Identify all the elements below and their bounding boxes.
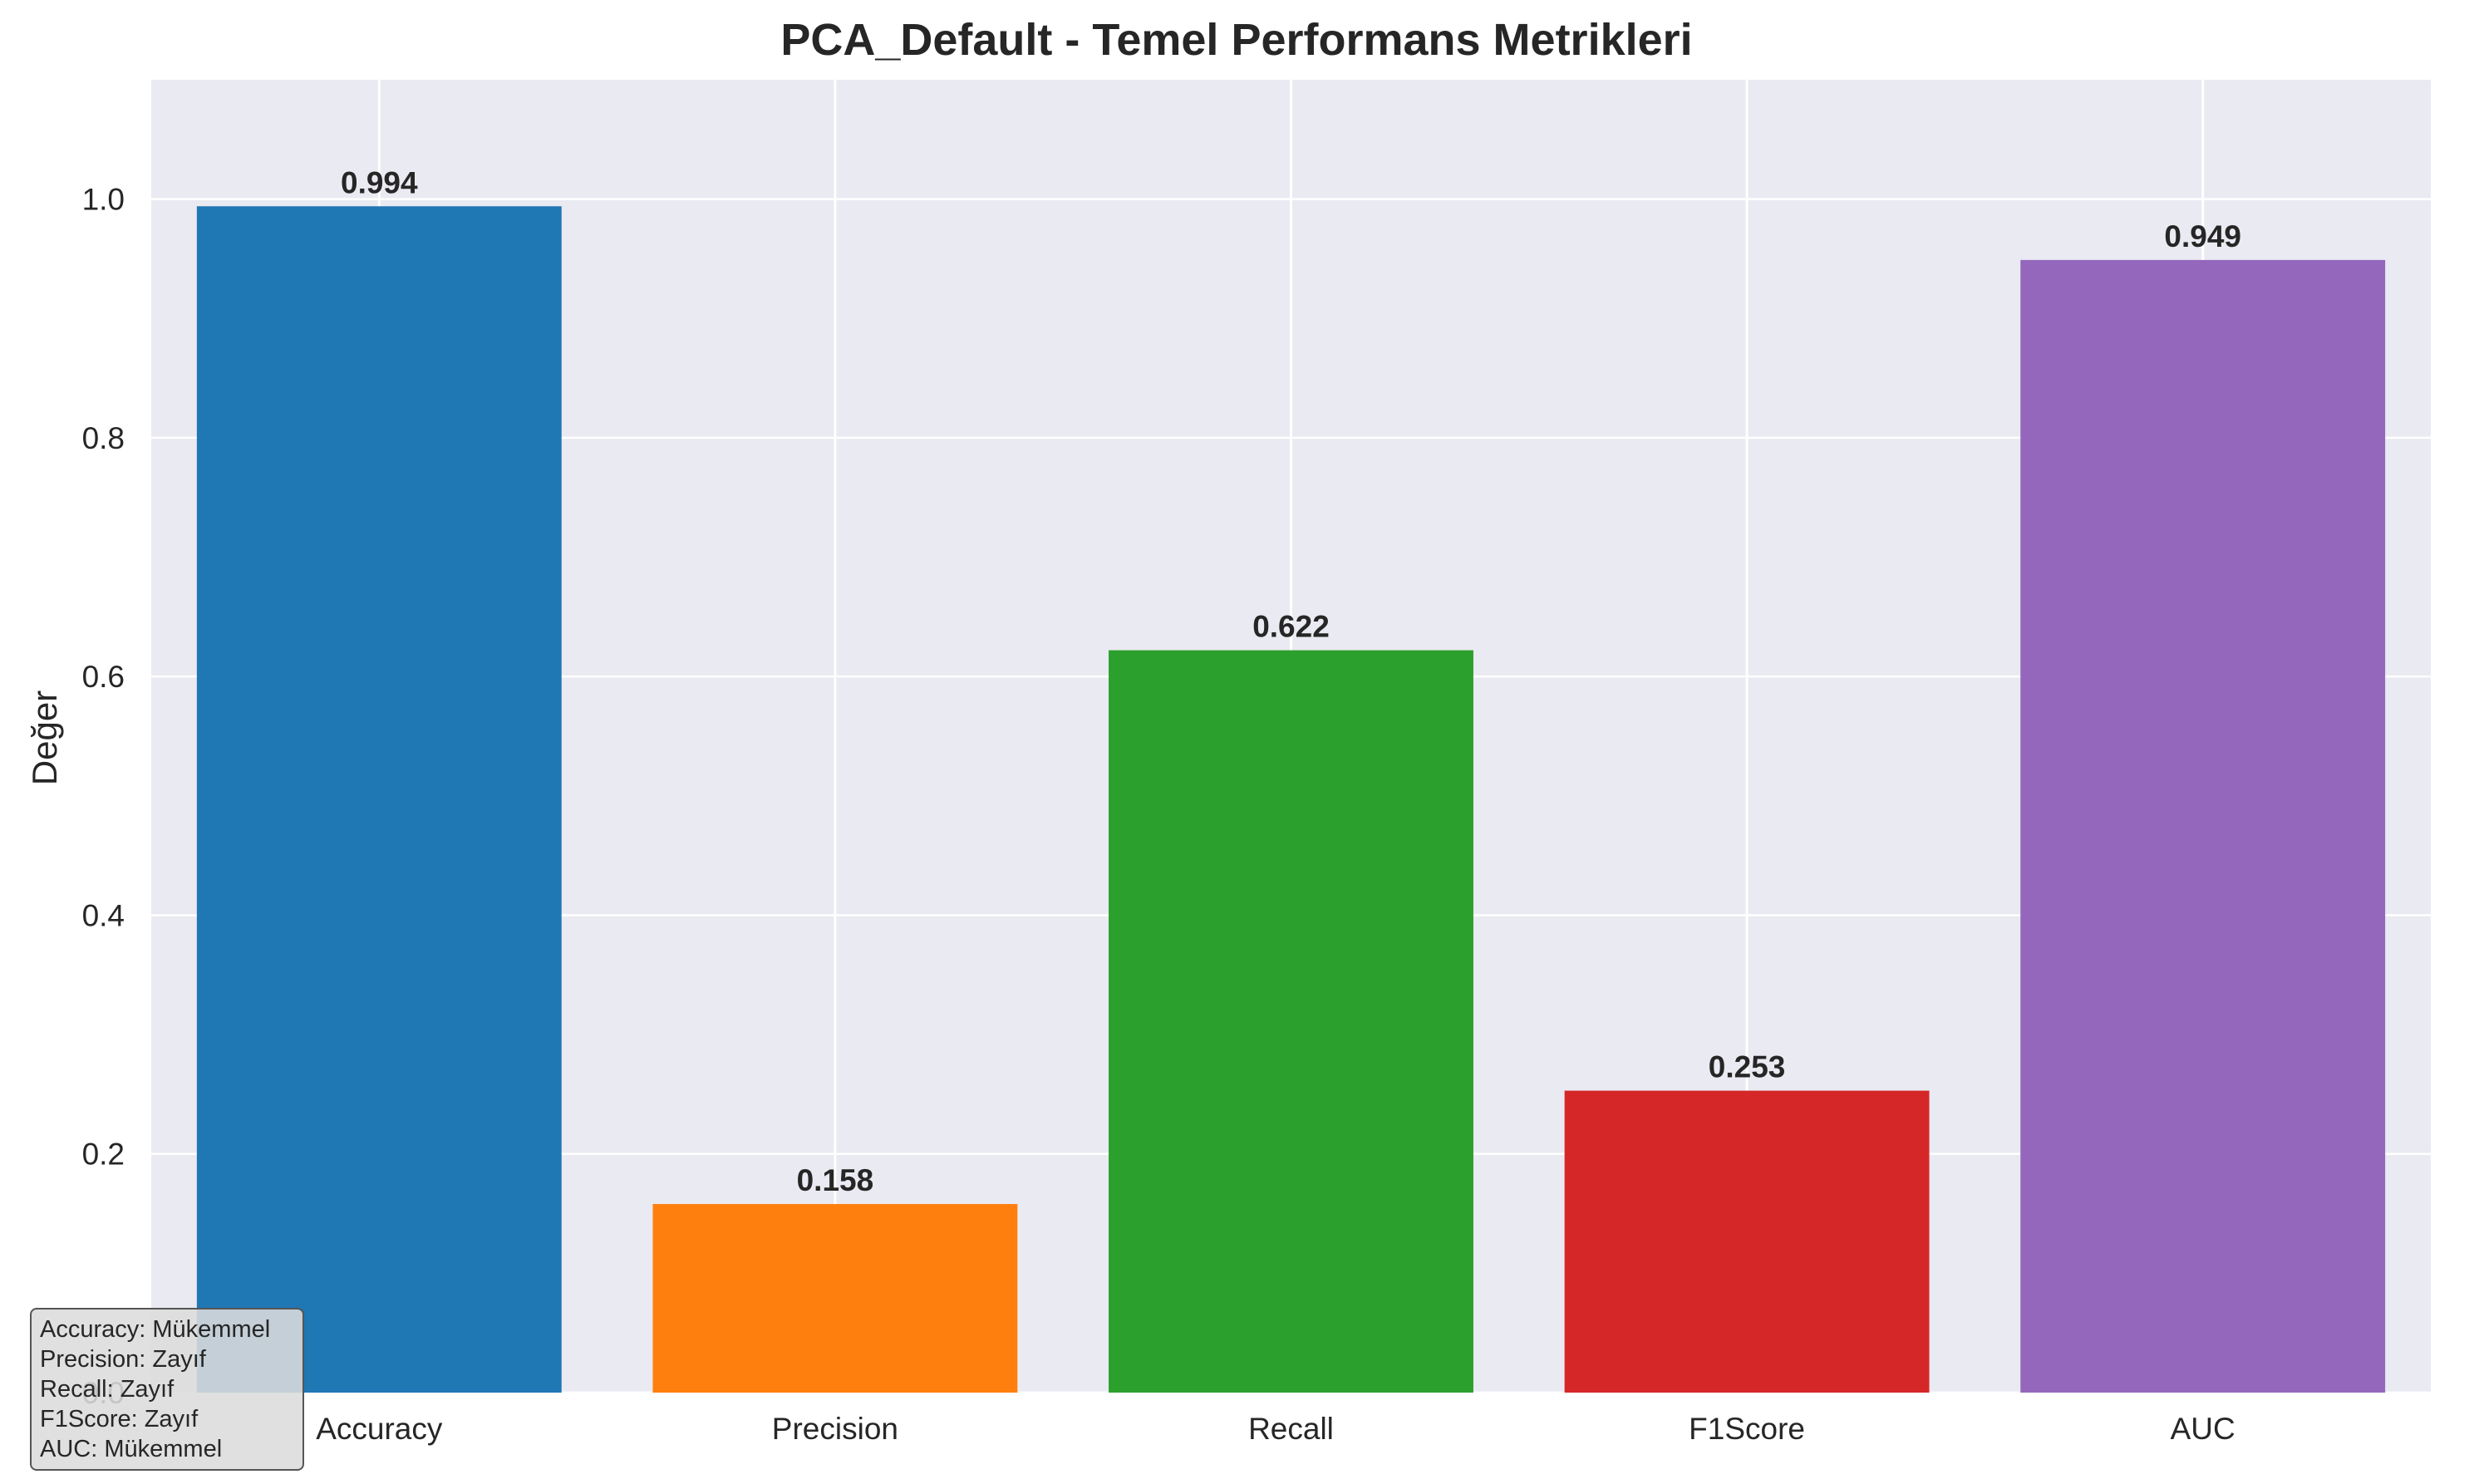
- bar-accuracy: [196, 206, 562, 1393]
- y-tick-label: 0.8: [82, 421, 125, 455]
- bar-f1score: [1564, 1090, 1930, 1393]
- annotation-line: Precision: Zayıf: [40, 1346, 206, 1373]
- metric-rating-annotation: Accuracy: Mükemmel Precision: Zayıf Recall…: [30, 1308, 304, 1471]
- x-tick-label: Recall: [1248, 1412, 1334, 1446]
- bar-value-label: 0.622: [1252, 610, 1330, 644]
- bar-value-label: 0.158: [797, 1163, 874, 1197]
- y-tick-label: 0.4: [82, 898, 125, 932]
- y-tick-label: 0.2: [82, 1138, 125, 1172]
- y-tick-label: 1.0: [82, 183, 125, 217]
- y-ticks: 0.00.20.40.60.81.0: [82, 183, 125, 1410]
- annotation-line: Recall: Zayıf: [40, 1376, 175, 1403]
- x-tick-label: AUC: [2171, 1412, 2235, 1446]
- x-tick-label: Precision: [772, 1412, 898, 1446]
- chart-title: PCA_Default - Temel Performans Metrikler…: [780, 15, 1692, 65]
- annotation-line: F1Score: Zayıf: [40, 1406, 199, 1432]
- bar-value-label: 0.253: [1709, 1050, 1786, 1084]
- x-tick-label: Accuracy: [316, 1412, 443, 1446]
- y-axis-label: Değer: [25, 690, 64, 785]
- bar-value-label: 0.949: [2164, 219, 2241, 253]
- bars: [196, 206, 2386, 1393]
- bar-recall: [1109, 650, 1473, 1393]
- annotation-line: Accuracy: Mükemmel: [40, 1316, 271, 1343]
- x-tick-label: F1Score: [1689, 1412, 1805, 1446]
- bar-auc: [2020, 259, 2386, 1393]
- annotation-line: AUC: Mükemmel: [40, 1436, 223, 1462]
- bar-value-label: 0.994: [341, 165, 418, 199]
- bar-value-labels: 0.994 0.158 0.622 0.253 0.949: [341, 165, 2241, 1197]
- x-ticks: Accuracy Precision Recall F1Score AUC: [316, 1412, 2235, 1446]
- y-tick-label: 0.6: [82, 660, 125, 694]
- bar-precision: [652, 1204, 1018, 1393]
